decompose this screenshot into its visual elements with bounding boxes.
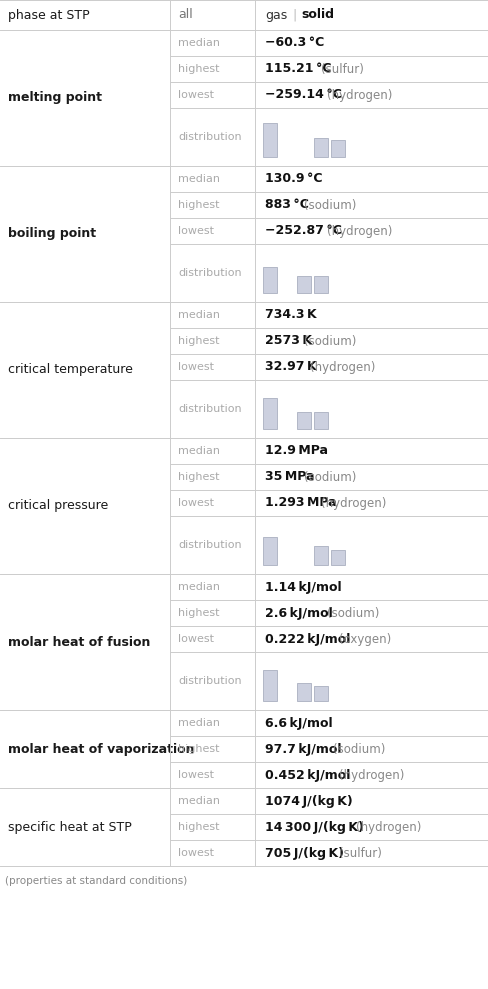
Text: (sodium): (sodium) xyxy=(303,334,355,347)
Bar xyxy=(313,412,327,428)
Text: 705 J/(kg K): 705 J/(kg K) xyxy=(264,847,343,859)
Text: median: median xyxy=(178,174,220,184)
Text: lowest: lowest xyxy=(178,362,214,372)
Text: highest: highest xyxy=(178,744,219,754)
Text: lowest: lowest xyxy=(178,634,214,644)
Text: median: median xyxy=(178,796,220,806)
Text: molar heat of vaporization: molar heat of vaporization xyxy=(8,743,194,756)
Text: (hydrogen): (hydrogen) xyxy=(338,768,403,781)
Text: (hydrogen): (hydrogen) xyxy=(321,496,386,509)
Text: median: median xyxy=(178,38,220,48)
Text: distribution: distribution xyxy=(178,404,241,414)
Text: distribution: distribution xyxy=(178,676,241,686)
Text: boiling point: boiling point xyxy=(8,227,96,240)
Bar xyxy=(263,670,276,701)
Text: lowest: lowest xyxy=(178,770,214,780)
Bar xyxy=(296,683,310,701)
Text: all: all xyxy=(178,9,192,22)
Text: −252.87 °C: −252.87 °C xyxy=(264,225,341,237)
Text: 97.7 kJ/mol: 97.7 kJ/mol xyxy=(264,743,341,756)
Text: lowest: lowest xyxy=(178,226,214,236)
Bar xyxy=(313,276,327,293)
Text: 1074 J/(kg K): 1074 J/(kg K) xyxy=(264,794,352,807)
Text: (sulfur): (sulfur) xyxy=(321,62,364,75)
Bar xyxy=(313,137,327,156)
Text: lowest: lowest xyxy=(178,90,214,100)
Text: −259.14 °C: −259.14 °C xyxy=(264,88,341,102)
Text: −60.3 °C: −60.3 °C xyxy=(264,37,324,49)
Text: (sodium): (sodium) xyxy=(303,199,355,212)
Text: distribution: distribution xyxy=(178,268,241,278)
Text: (hydrogen): (hydrogen) xyxy=(326,88,391,102)
Text: 0.452 kJ/mol: 0.452 kJ/mol xyxy=(264,768,350,781)
Text: critical pressure: critical pressure xyxy=(8,499,108,512)
Text: median: median xyxy=(178,310,220,320)
Text: highest: highest xyxy=(178,822,219,832)
Text: (hydrogen): (hydrogen) xyxy=(355,821,421,834)
Text: highest: highest xyxy=(178,64,219,74)
Text: (oxygen): (oxygen) xyxy=(338,633,390,646)
Text: 35 MPa: 35 MPa xyxy=(264,471,314,484)
Text: 12.9 MPa: 12.9 MPa xyxy=(264,444,327,458)
Text: (sodium): (sodium) xyxy=(326,606,379,619)
Text: 0.222 kJ/mol: 0.222 kJ/mol xyxy=(264,633,350,646)
Text: 1.14 kJ/mol: 1.14 kJ/mol xyxy=(264,581,341,593)
Text: 32.97 K: 32.97 K xyxy=(264,361,316,374)
Text: median: median xyxy=(178,718,220,728)
Bar xyxy=(263,124,276,156)
Text: (sodium): (sodium) xyxy=(303,471,355,484)
Text: (properties at standard conditions): (properties at standard conditions) xyxy=(5,876,187,886)
Text: highest: highest xyxy=(178,608,219,618)
Text: solid: solid xyxy=(301,9,333,22)
Text: (sodium): (sodium) xyxy=(332,743,385,756)
Text: 115.21 °C: 115.21 °C xyxy=(264,62,331,75)
Bar xyxy=(296,412,310,428)
Text: (sulfur): (sulfur) xyxy=(338,847,381,859)
Text: median: median xyxy=(178,582,220,592)
Bar xyxy=(313,546,327,565)
Bar xyxy=(296,276,310,293)
Text: 2573 K: 2573 K xyxy=(264,334,311,347)
Text: 883 °C: 883 °C xyxy=(264,199,308,212)
Text: critical temperature: critical temperature xyxy=(8,364,133,377)
Text: lowest: lowest xyxy=(178,498,214,508)
Bar xyxy=(263,267,276,293)
Text: 1.293 MPa: 1.293 MPa xyxy=(264,496,336,509)
Text: highest: highest xyxy=(178,336,219,346)
Text: gas: gas xyxy=(264,9,286,22)
Text: highest: highest xyxy=(178,200,219,210)
Bar xyxy=(263,537,276,565)
Text: distribution: distribution xyxy=(178,132,241,142)
Bar xyxy=(313,685,327,701)
Text: 734.3 K: 734.3 K xyxy=(264,309,316,321)
Text: 14 300 J/(kg K): 14 300 J/(kg K) xyxy=(264,821,363,834)
Text: median: median xyxy=(178,446,220,456)
Text: |: | xyxy=(291,9,296,22)
Text: (hydrogen): (hydrogen) xyxy=(326,225,391,237)
Text: specific heat at STP: specific heat at STP xyxy=(8,821,131,834)
Text: 130.9 °C: 130.9 °C xyxy=(264,172,322,186)
Text: highest: highest xyxy=(178,472,219,482)
Text: 2.6 kJ/mol: 2.6 kJ/mol xyxy=(264,606,332,619)
Bar xyxy=(330,140,345,156)
Text: phase at STP: phase at STP xyxy=(8,9,89,22)
Bar xyxy=(263,398,276,428)
Text: distribution: distribution xyxy=(178,540,241,550)
Text: molar heat of fusion: molar heat of fusion xyxy=(8,636,150,649)
Text: 6.6 kJ/mol: 6.6 kJ/mol xyxy=(264,716,332,730)
Bar xyxy=(330,550,345,565)
Text: melting point: melting point xyxy=(8,92,102,105)
Text: (hydrogen): (hydrogen) xyxy=(309,361,374,374)
Text: lowest: lowest xyxy=(178,848,214,858)
